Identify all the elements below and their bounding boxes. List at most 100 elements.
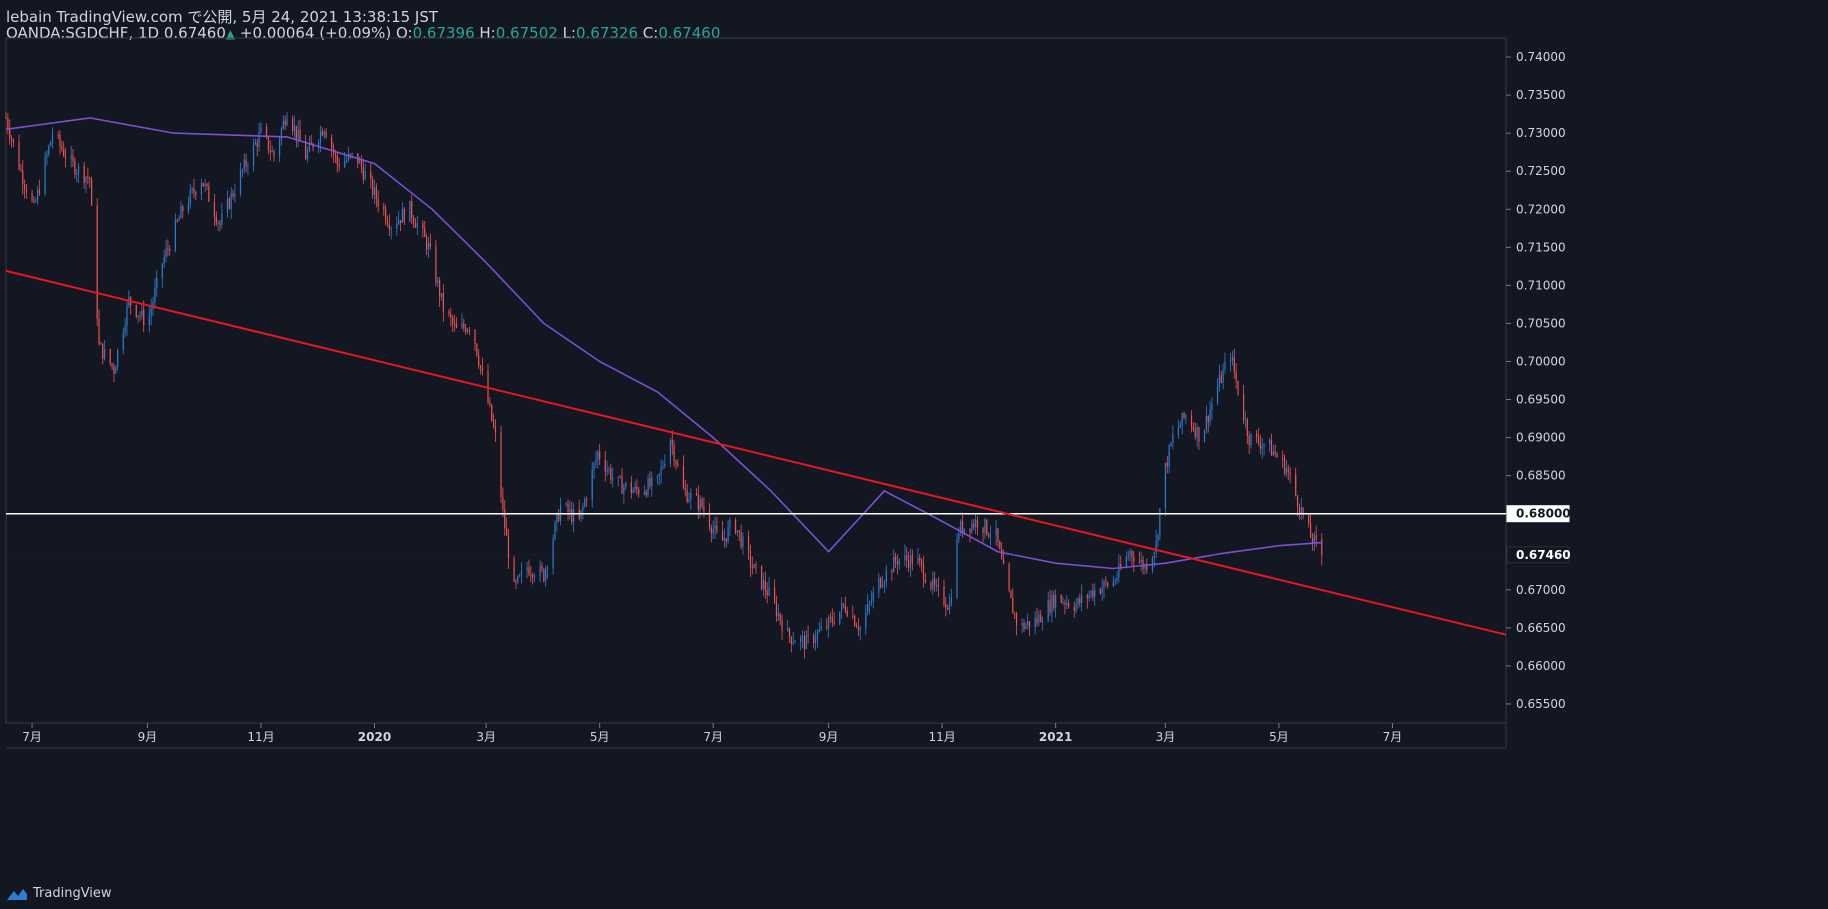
candle-body <box>753 564 755 569</box>
candle <box>481 357 484 376</box>
candle-body <box>638 489 640 495</box>
candle <box>390 226 392 240</box>
candle <box>1155 530 1157 559</box>
candle <box>645 489 647 498</box>
candle <box>1049 590 1051 616</box>
trendline[interactable] <box>5 269 1507 636</box>
candle <box>364 163 366 181</box>
candle-body <box>265 127 268 137</box>
candle <box>1038 610 1040 627</box>
candle-body <box>373 187 376 195</box>
candle <box>189 183 191 209</box>
candle-body <box>169 248 171 251</box>
candle <box>1042 616 1044 631</box>
candle-body <box>857 627 859 631</box>
candle-body <box>74 160 76 175</box>
candle <box>708 503 711 532</box>
candle <box>930 581 932 592</box>
candle-body <box>727 526 729 542</box>
candle <box>1190 410 1193 433</box>
candle-body <box>774 587 776 602</box>
candle-body <box>383 206 385 210</box>
candle <box>46 149 48 166</box>
candle-body <box>1028 621 1031 628</box>
candle-body <box>699 499 701 510</box>
candle-body <box>872 592 874 601</box>
candle-body <box>221 213 223 225</box>
candle <box>684 479 686 497</box>
candle <box>533 573 536 583</box>
candle <box>1047 591 1049 623</box>
candle-body <box>813 635 815 643</box>
candle-body <box>448 311 450 314</box>
candle-body <box>1146 565 1148 571</box>
candle <box>1233 348 1235 379</box>
candle <box>204 179 206 193</box>
candle <box>502 487 504 518</box>
price-tick-label: 0.68500 <box>1516 469 1566 483</box>
candle-body <box>319 131 322 143</box>
candle <box>582 502 584 520</box>
candle <box>297 120 299 147</box>
candle-body <box>258 132 260 147</box>
candle-body <box>297 129 299 139</box>
candle <box>455 317 457 329</box>
candle-body <box>96 205 98 319</box>
candle-body <box>87 176 89 179</box>
candle <box>578 499 580 521</box>
candle <box>1114 578 1116 586</box>
candle-body <box>818 629 820 632</box>
candle <box>960 519 962 536</box>
candle-body <box>463 323 465 328</box>
candle-body <box>816 631 819 640</box>
candle-body <box>323 131 325 136</box>
candle <box>35 197 37 203</box>
plot-border <box>5 37 1507 724</box>
candle-body <box>267 136 270 151</box>
candle-body <box>1164 462 1167 509</box>
candle-body <box>347 154 350 160</box>
candle-body <box>831 617 833 622</box>
candle-body <box>1274 451 1276 455</box>
candle <box>852 605 854 620</box>
candle <box>1015 611 1018 636</box>
candle <box>753 563 755 569</box>
candle <box>712 520 714 540</box>
candle-body <box>1256 433 1258 437</box>
candle-body <box>1144 565 1146 569</box>
candle <box>1053 590 1055 612</box>
candle <box>742 532 744 555</box>
candle-body <box>945 604 947 608</box>
candle <box>141 304 143 320</box>
candle <box>403 207 405 226</box>
candle <box>947 604 949 611</box>
candle <box>1125 551 1127 569</box>
candle <box>999 540 1001 550</box>
candle-body <box>364 171 366 180</box>
candle-body <box>358 159 361 164</box>
candle-body <box>479 365 482 368</box>
candle <box>1060 594 1062 604</box>
candle-body <box>57 134 59 136</box>
candle <box>474 328 476 352</box>
candle <box>111 362 113 371</box>
candle-body <box>476 343 478 356</box>
candle <box>358 156 361 164</box>
tradingview-brand[interactable]: TradingView <box>6 886 112 901</box>
candle <box>70 145 72 168</box>
candle <box>305 134 307 160</box>
candle <box>867 593 869 616</box>
candle <box>686 483 688 504</box>
candle <box>440 293 443 301</box>
candle <box>1274 444 1276 458</box>
candle <box>1073 601 1075 618</box>
candle-body <box>742 536 744 548</box>
candle <box>855 622 858 628</box>
candle <box>975 513 977 535</box>
candle <box>556 512 558 532</box>
candle-body <box>1296 495 1299 508</box>
candle <box>591 461 593 508</box>
candle-body <box>922 564 925 580</box>
candle <box>870 590 872 607</box>
